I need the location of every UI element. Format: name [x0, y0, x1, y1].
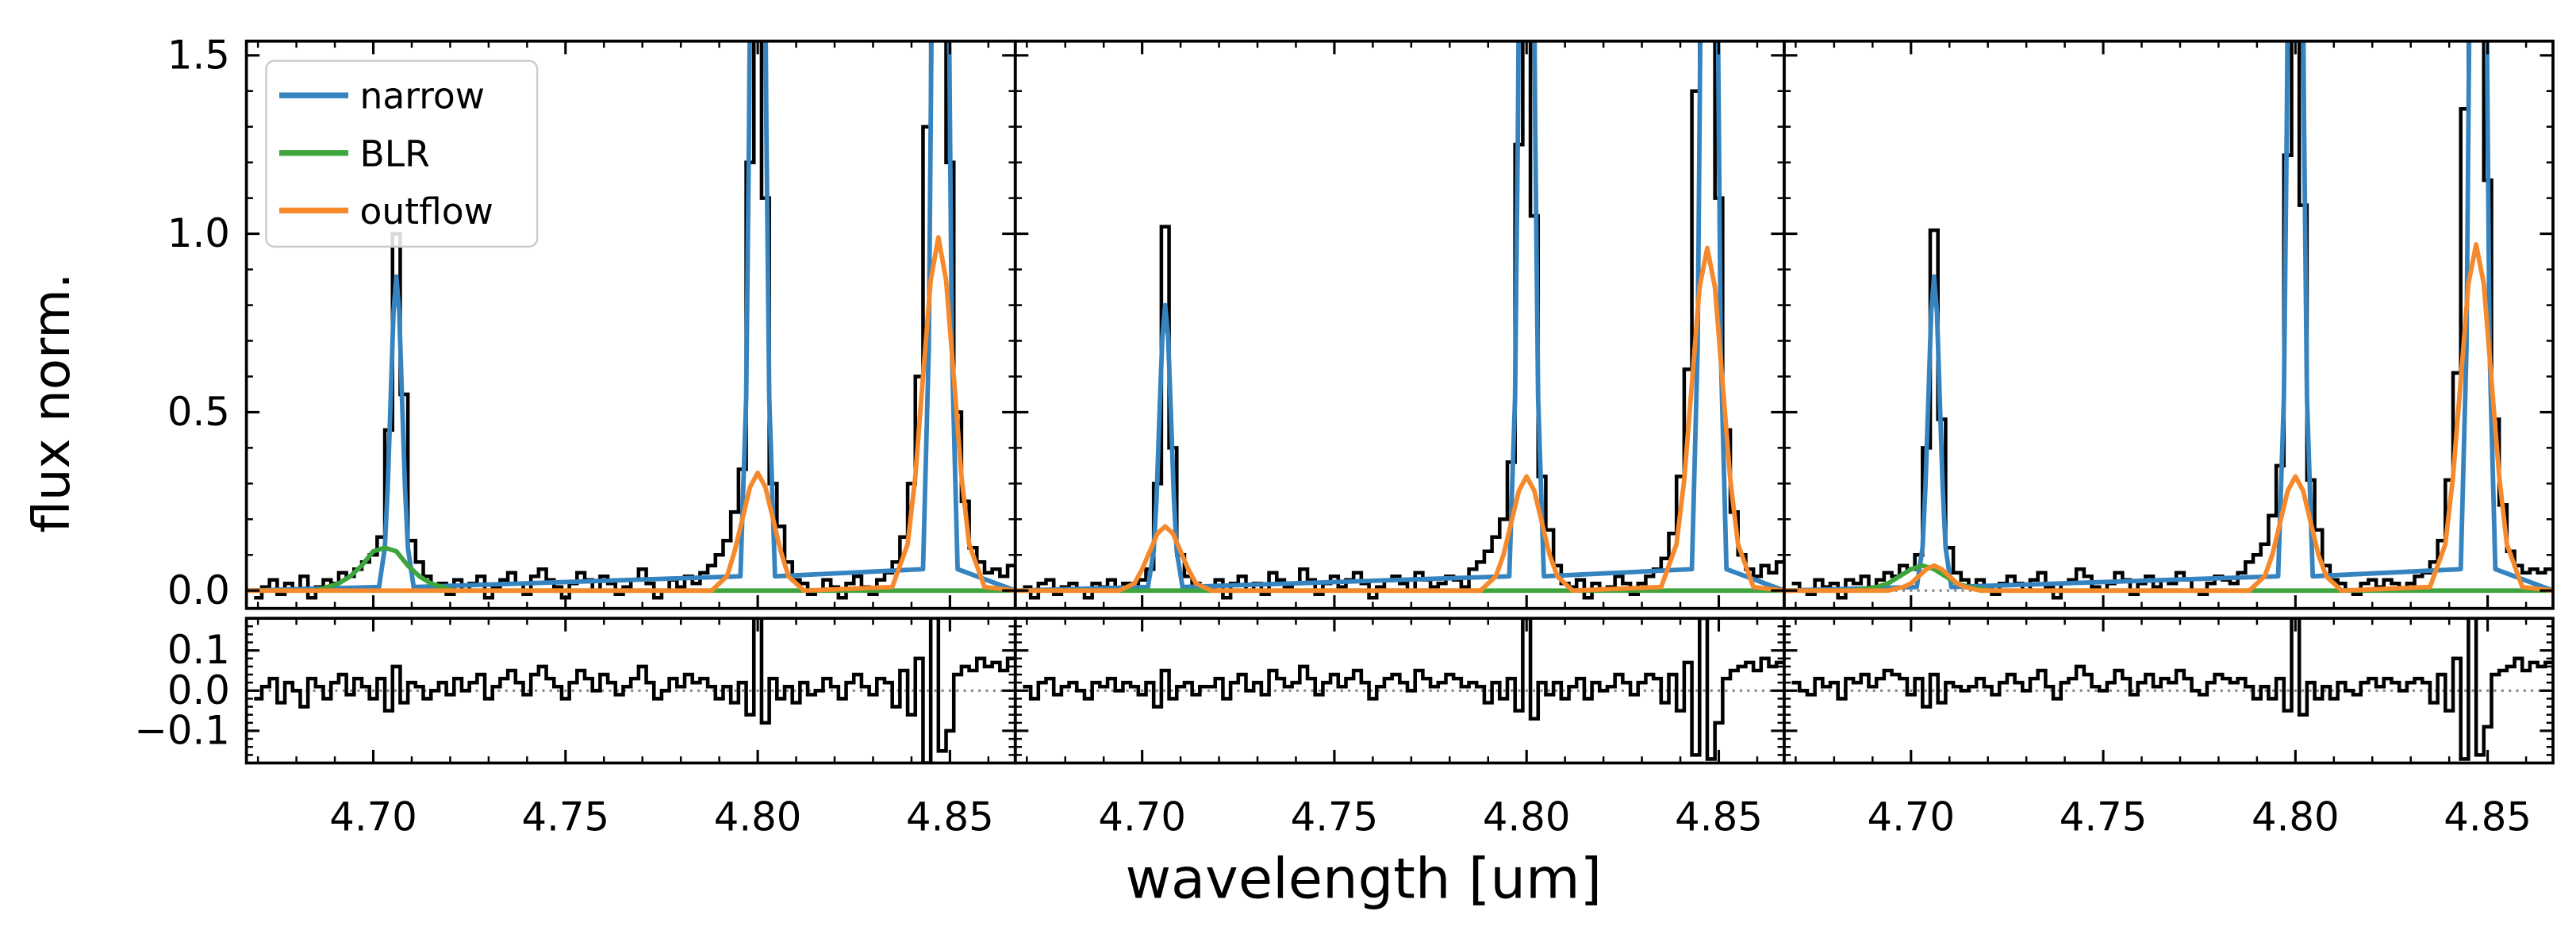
model-line	[246, 545, 1015, 594]
main-plot	[1783, 40, 2554, 600]
y-tick-label: 0.0	[167, 667, 230, 713]
x-axis-label: wavelength [um]	[1125, 846, 1602, 911]
x-tick-label: 4.80	[2252, 794, 2340, 840]
y-axis-label: flux norm.	[22, 273, 82, 533]
x-tick-label: 4.85	[906, 794, 994, 840]
model-line	[246, 235, 1015, 594]
residual-spectrum	[1023, 618, 1784, 761]
main-plot	[246, 40, 1015, 600]
legend-label: BLR	[360, 133, 430, 175]
residual-spectrum	[1791, 618, 2554, 761]
main-plot	[1015, 40, 1784, 600]
residual-plot	[246, 618, 1015, 763]
model-line	[1015, 245, 1784, 594]
legend-box	[265, 60, 539, 248]
y-tick-label: 1.0	[167, 210, 230, 256]
legend-label: narrow	[360, 75, 486, 117]
x-tick-label: 4.70	[329, 794, 417, 840]
x-tick-label: 4.85	[1675, 794, 1763, 840]
x-tick-label: 4.70	[1098, 794, 1186, 840]
x-tick-label: 4.75	[1291, 794, 1379, 840]
y-tick-label: 0.5	[167, 389, 230, 435]
x-tick-label: 4.75	[2060, 794, 2148, 840]
y-tick-label: −0.1	[134, 708, 230, 754]
legend-label: outflow	[360, 190, 493, 233]
y-tick-label: 0.0	[167, 567, 230, 613]
x-tick-label: 4.80	[1483, 794, 1571, 840]
residual-plot	[1783, 618, 2554, 761]
axes-frame	[1783, 39, 2555, 610]
x-tick-label: 4.85	[2444, 794, 2532, 840]
y-tick-label: 0.1	[167, 627, 230, 673]
model-line	[246, 40, 1015, 594]
y-tick-label: 1.5	[167, 32, 230, 78]
residual-spectrum	[254, 618, 1015, 763]
model-line	[1015, 40, 1784, 594]
x-tick-label: 4.75	[521, 794, 609, 840]
x-tick-label: 4.80	[714, 794, 802, 840]
x-tick-label: 4.70	[1867, 794, 1955, 840]
model-line	[1783, 242, 2554, 594]
model-line	[1783, 40, 2554, 594]
residual-plot	[1015, 618, 1784, 761]
